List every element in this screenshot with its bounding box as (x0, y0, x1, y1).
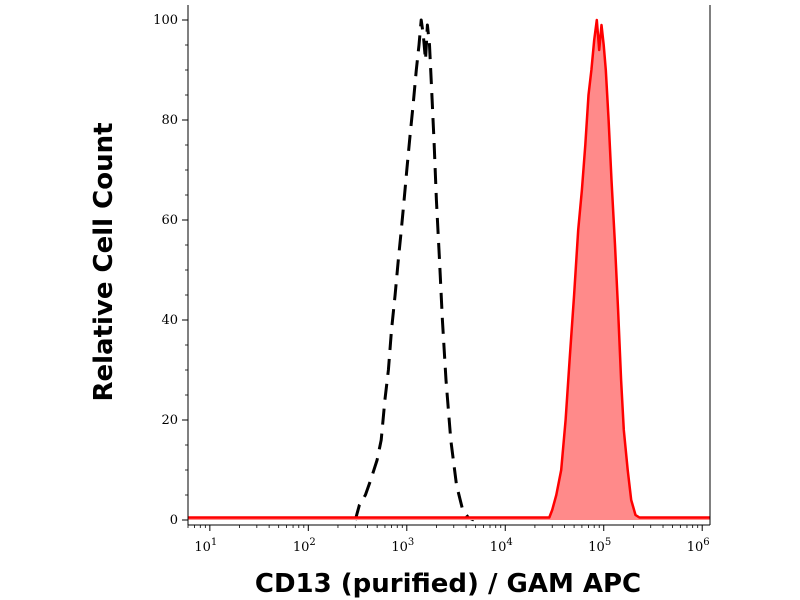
axes: 0 20 40 60 80 100 101 102 103 104 105 106 (153, 5, 711, 555)
series-1-outline (188, 18, 710, 519)
series-1-area-fill (188, 20, 710, 520)
y-tick-label: 100 (153, 13, 178, 28)
plot-area (188, 18, 710, 522)
x-tick-label: 101 (194, 537, 217, 555)
x-axis-title: CD13 (purified) / GAM APC (255, 569, 641, 599)
y-tick-label: 60 (161, 213, 178, 228)
y-axis-title: Relative Cell Count (89, 122, 119, 401)
y-tick-label: 20 (161, 413, 178, 428)
series-0-dashed-line (353, 18, 475, 522)
y-tick-label: 0 (170, 513, 178, 528)
x-tick-label: 105 (588, 537, 611, 555)
x-tick-label: 103 (391, 537, 414, 555)
y-tick-label: 40 (161, 313, 178, 328)
y-tick-label: 80 (161, 113, 178, 128)
x-tick-label: 106 (687, 537, 710, 555)
x-tick-label: 104 (490, 537, 513, 555)
x-tick-label: 102 (293, 537, 316, 555)
